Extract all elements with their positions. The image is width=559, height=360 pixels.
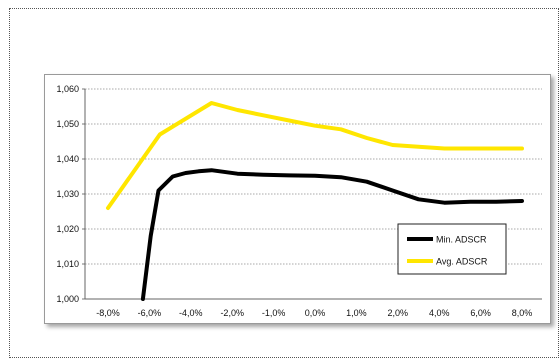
x-axis-ticks: -8,0% -6,0% -4,0% -2,0% -1,0% 0,0% 1,0% 2,0% 4,0… xyxy=(96,308,532,318)
x-tick-label: -1,0% xyxy=(262,308,286,318)
x-tick-label: 8,0% xyxy=(512,308,533,318)
chart-container: 1,000 1,010 1,020 1,030 1,040 1,050 1,060 -8,0… xyxy=(44,74,551,324)
x-tick-label: 4,0% xyxy=(429,308,450,318)
x-tick-label: 0,0% xyxy=(305,308,326,318)
y-tick-label: 1,000 xyxy=(56,294,79,304)
legend-label: Avg. ADSCR xyxy=(436,257,488,267)
series-line-min-adscr xyxy=(140,168,524,301)
legend: Min. ADSCR Avg. ADSCR xyxy=(397,223,507,275)
line-chart: 1,000 1,010 1,020 1,030 1,040 1,050 1,060 -8,0… xyxy=(56,84,542,318)
y-tick-label: 1,030 xyxy=(56,189,79,199)
y-tick-label: 1,010 xyxy=(56,259,79,269)
x-tick-label: 1,0% xyxy=(346,308,367,318)
series-lines xyxy=(106,101,524,301)
y-tick-label: 1,060 xyxy=(56,84,79,94)
x-tick-label: -2,0% xyxy=(220,308,244,318)
x-tick-label: -6,0% xyxy=(138,308,162,318)
x-tick-label: 2,0% xyxy=(388,308,409,318)
series-line-avg-adscr xyxy=(106,101,524,210)
y-tick-label: 1,050 xyxy=(56,119,79,129)
legend-label: Min. ADSCR xyxy=(436,235,487,245)
x-tick-label: 6,0% xyxy=(470,308,491,318)
y-axis-ticks: 1,000 1,010 1,020 1,030 1,040 1,050 1,060 xyxy=(56,84,85,304)
y-tick-label: 1,020 xyxy=(56,224,79,234)
y-tick-label: 1,040 xyxy=(56,154,79,164)
x-tick-label: -8,0% xyxy=(96,308,120,318)
legend-box xyxy=(397,223,507,275)
x-tick-label: -4,0% xyxy=(179,308,203,318)
